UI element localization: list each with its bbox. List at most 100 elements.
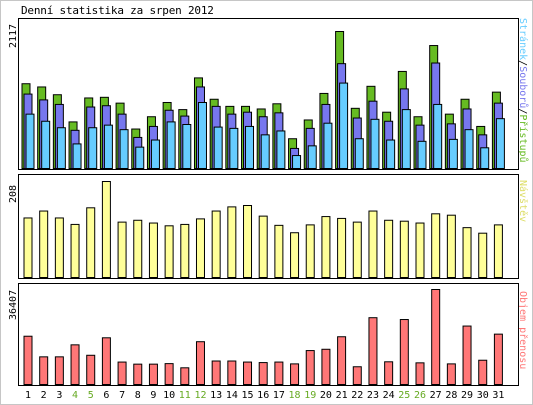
pages-bar — [401, 109, 411, 169]
visits-bar — [446, 214, 456, 278]
pages-bar — [339, 82, 349, 169]
kbytes-bar — [86, 354, 96, 385]
day-label: 5 — [88, 390, 94, 401]
visits-bar — [164, 225, 174, 278]
kbytes-bar — [133, 363, 143, 385]
visits-bar — [70, 223, 80, 279]
kbytes-bar — [101, 337, 111, 386]
day-label: 7 — [119, 390, 125, 401]
kbytes-bar — [431, 289, 441, 385]
visits-bar — [478, 232, 488, 278]
kbytes-bar — [321, 348, 331, 385]
pages-bar — [386, 139, 396, 169]
pages-bar — [292, 155, 302, 170]
visits-bar — [227, 206, 237, 278]
visits-bar — [384, 219, 394, 278]
visits-bar — [337, 217, 347, 279]
day-label: 6 — [103, 390, 109, 401]
visits-bar — [86, 207, 96, 278]
pages-bar — [229, 127, 239, 169]
day-label: 16 — [257, 390, 269, 401]
kbytes-bar — [70, 344, 80, 386]
chart-title: Denní statistika za srpen 2012 — [21, 4, 214, 17]
visits-bar — [148, 222, 158, 279]
kbytes-bar — [148, 363, 158, 385]
visits-bar — [133, 219, 143, 278]
kbytes-bar — [305, 350, 315, 385]
kbytes-bar — [164, 363, 174, 386]
kbytes-bar — [54, 356, 64, 385]
pages-bar — [433, 103, 443, 169]
pages-bar — [166, 121, 176, 169]
visits-bar — [493, 224, 503, 278]
pages-bar — [150, 139, 160, 169]
pages-bar — [495, 118, 505, 169]
pages-bar — [260, 134, 270, 169]
kbytes-bar — [384, 361, 394, 385]
day-label: 19 — [304, 390, 316, 401]
pages-bar — [119, 129, 129, 169]
pages-bar — [197, 101, 207, 169]
kbytes-bar — [352, 366, 362, 386]
visits-bar — [117, 221, 127, 279]
visits-bar — [195, 218, 205, 278]
kbytes-bar — [195, 341, 205, 385]
panel-2-border — [18, 174, 519, 279]
pages-bar — [56, 127, 66, 169]
day-label: 18 — [289, 390, 301, 401]
visits-bar — [54, 217, 64, 278]
kbytes-bar — [478, 359, 488, 386]
visits-bar — [352, 221, 362, 279]
visits-bar — [415, 222, 425, 279]
kbytes-bar — [446, 363, 456, 386]
day-label: 30 — [477, 390, 489, 401]
day-label: 21 — [336, 390, 348, 401]
day-label: 8 — [135, 390, 141, 401]
pages-bar — [182, 123, 192, 169]
pages-bar — [25, 113, 35, 169]
kbytes-bar — [211, 360, 221, 385]
pages-bar — [72, 143, 82, 170]
visits-bar — [243, 205, 253, 278]
day-label: 3 — [56, 390, 62, 401]
day-label: 27 — [430, 390, 442, 401]
day-label: 13 — [210, 390, 222, 401]
visits-bar — [321, 216, 331, 278]
day-label: 28 — [445, 390, 457, 401]
pages-bar — [103, 124, 113, 169]
pages-bar — [276, 130, 286, 170]
kbytes-bar — [399, 319, 409, 386]
pages-bar — [135, 146, 145, 169]
visits-bar — [431, 213, 441, 278]
pages-bar — [370, 118, 380, 169]
day-label: 25 — [398, 390, 410, 401]
visits-bar — [101, 181, 111, 278]
kbytes-bar — [39, 356, 49, 385]
day-label: 29 — [461, 390, 473, 401]
pages-bar — [213, 126, 223, 169]
day-label: 11 — [179, 390, 191, 401]
kbytes-bar — [415, 362, 425, 385]
kbytes-bar — [243, 361, 253, 386]
kbytes-bar — [23, 335, 33, 386]
day-label: 4 — [72, 390, 78, 401]
pages-bar — [88, 127, 98, 169]
day-label: 1 — [25, 390, 31, 401]
kbytes-bar — [368, 317, 378, 385]
pages-bar — [41, 120, 51, 169]
day-label: 9 — [150, 390, 156, 401]
kbytes-bar — [493, 333, 503, 385]
pages-bar — [307, 145, 317, 169]
pages-bar — [448, 138, 458, 169]
kbytes-bar — [227, 360, 237, 385]
day-label: 10 — [163, 390, 175, 401]
visits-bar — [23, 217, 33, 278]
pages-bar — [480, 147, 490, 169]
visits-bar — [462, 227, 472, 278]
kbytes-bar — [117, 361, 127, 386]
visits-bar — [258, 215, 268, 279]
panel-3-border — [18, 283, 519, 386]
day-label: 20 — [320, 390, 332, 401]
